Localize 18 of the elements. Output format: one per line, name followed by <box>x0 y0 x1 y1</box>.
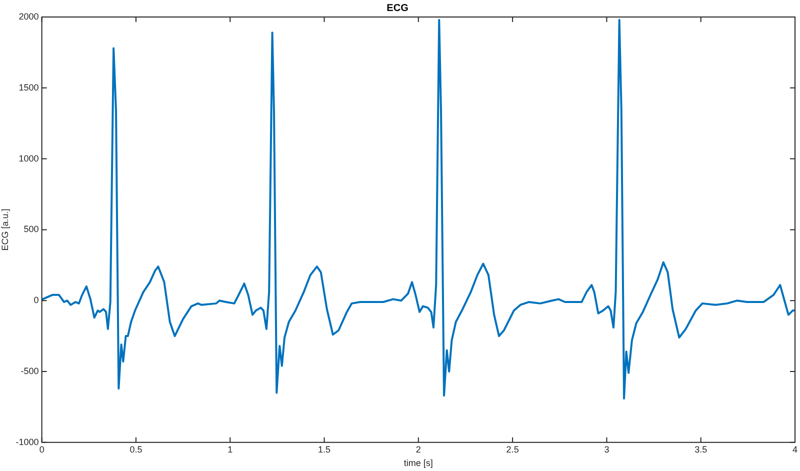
x-axis-title: time [s] <box>404 458 433 468</box>
y-tick-label: 1000 <box>18 153 39 164</box>
x-tick-label: 4 <box>792 444 798 454</box>
y-tick-label: 1500 <box>18 82 39 92</box>
x-tick-label: 2 <box>416 444 421 454</box>
y-tick-label: 0 <box>34 295 39 306</box>
y-tick-label: -500 <box>20 366 39 376</box>
x-tick-label: 1 <box>228 444 233 454</box>
x-tick-label: 3.5 <box>694 444 708 454</box>
x-tick-label: 0.5 <box>130 444 142 454</box>
y-tick-label: -1000 <box>16 436 39 447</box>
y-axis-title: ECG [a.u.] <box>0 208 10 251</box>
x-tick-label: 3 <box>604 444 610 454</box>
y-tick-label: 500 <box>24 224 39 234</box>
y-tick-label: 2000 <box>18 11 39 22</box>
chart-title: ECG <box>386 2 409 14</box>
x-tick-label: 2.5 <box>506 444 519 454</box>
x-tick-label: 1.5 <box>318 444 331 454</box>
